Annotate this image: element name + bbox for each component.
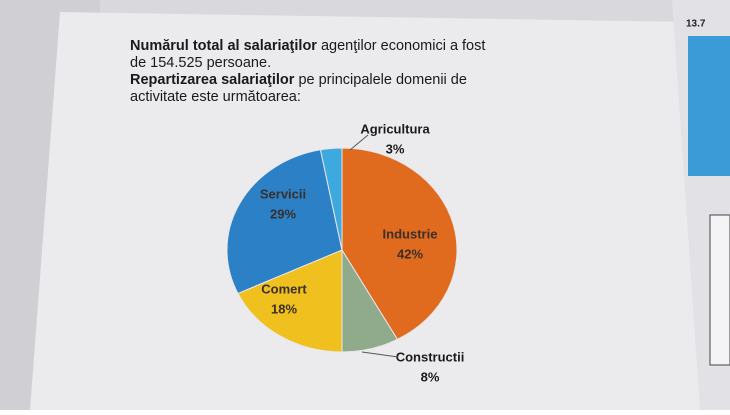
- slice-value-label: 42%: [397, 246, 423, 261]
- text-segment: de 154.525 persoane.: [130, 55, 271, 71]
- text-segment: activitate este următoarea:: [130, 89, 301, 105]
- slice-label: Servicii: [260, 186, 306, 201]
- side-label: 13.7: [686, 19, 706, 30]
- pie-chart: Industrie 42% Constructii 8% Comert 18% Servic…: [226, 121, 465, 384]
- pie-slice: [226, 149, 343, 295]
- text-segment: Repartizarea salariaţilor: [130, 72, 295, 88]
- text-segment: agenţilor economici a fost: [317, 38, 485, 54]
- leader-line: [361, 351, 399, 358]
- pie-slice: [341, 147, 458, 341]
- slice-label: Constructii: [396, 349, 465, 364]
- slice-label: Comert: [261, 281, 307, 296]
- text-line: activitate este următoarea:: [130, 89, 301, 105]
- text-segment: pe principalele domenii de: [294, 72, 467, 88]
- slice-value-label: 3%: [386, 141, 405, 156]
- slice-value-label: 29%: [270, 206, 296, 221]
- text-segment: Numărul total al salariaţilor: [130, 38, 317, 54]
- slice-label: Industrie: [383, 226, 438, 241]
- slice-value-label: 8%: [421, 369, 440, 384]
- pie-slice: [319, 147, 343, 251]
- text-line: Repartizarea salariaţilor pe principalel…: [130, 72, 467, 88]
- paragraph: Numărul total al salariaţilor agenţilor …: [130, 38, 485, 105]
- text-line: Numărul total al salariaţilor agenţilor …: [130, 38, 485, 54]
- leader-line: [349, 134, 369, 151]
- side-box: [709, 214, 730, 366]
- side-bar: [688, 36, 730, 176]
- slice-value-label: 18%: [271, 301, 297, 316]
- text-line: de 154.525 persoane.: [130, 55, 271, 71]
- pie-slice: [237, 249, 343, 353]
- slice-label: Agricultura: [360, 121, 430, 136]
